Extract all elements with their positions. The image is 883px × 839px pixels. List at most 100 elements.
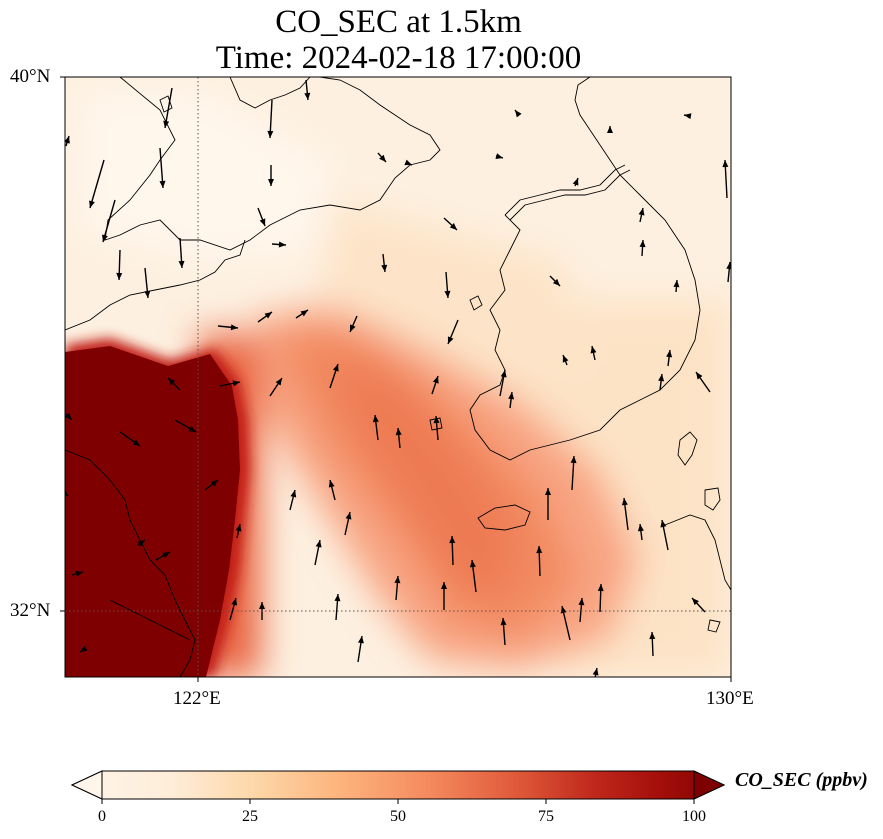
wind-arrow-head <box>637 524 644 532</box>
wind-arrow-head <box>210 480 218 487</box>
wind-arrow-head <box>684 113 692 120</box>
map-title-line2: Time: 2024-02-18 17:00:00 <box>215 40 582 76</box>
wind-arrow-head <box>696 372 703 380</box>
wind-arrow-head <box>300 310 308 317</box>
wind-arrow-head <box>660 520 667 528</box>
wind-arrow-head <box>328 480 335 488</box>
wind-arrow-head <box>290 490 297 498</box>
wind-arrow-head <box>372 415 379 423</box>
wind-arrow-head <box>188 425 196 432</box>
wind-arrow-head <box>350 324 356 332</box>
wind-arrow-head <box>578 598 585 606</box>
map-title-line1: CO_SEC at 1.5km <box>275 4 522 40</box>
wind-arrow-head <box>65 136 70 144</box>
wind-arrow-head <box>162 552 170 559</box>
wind-arrow-head <box>75 570 83 577</box>
lat-tick-label: 32°N <box>10 600 51 621</box>
wind-arrow-head <box>80 645 88 652</box>
wind-vectors <box>65 79 731 677</box>
wind-arrow-head <box>597 584 604 592</box>
wind-arrow-head <box>449 536 456 544</box>
wind-arrow-head <box>570 456 577 464</box>
colorbar-tick-label: 50 <box>390 808 406 825</box>
wind-arrow-head <box>357 636 364 644</box>
wind-arrow-head <box>666 350 673 358</box>
wind-arrow-head <box>447 336 454 344</box>
wind-arrow-head <box>89 200 95 208</box>
wind-arrow-head <box>144 290 151 298</box>
wind-arrow-head <box>649 632 656 640</box>
wind-arrow-head <box>332 364 339 372</box>
wind-arrow-head <box>137 540 145 547</box>
wind-arrow-head <box>65 412 72 420</box>
concentration-field <box>65 77 731 677</box>
wind-arrow-head <box>315 540 322 548</box>
wind-arrow <box>89 159 105 209</box>
wind-arrow-head <box>508 392 515 400</box>
gridlines <box>65 77 731 677</box>
wind-arrow-head <box>607 126 613 133</box>
wind-arrow-head <box>267 130 274 138</box>
colorbar-tick-label: 75 <box>538 808 554 825</box>
wind-arrow-head <box>441 582 447 589</box>
wind-arrow-head <box>536 546 543 554</box>
wind-arrow-head <box>433 416 440 424</box>
wind-arrow-head <box>444 290 451 298</box>
colorbar-label: CO_SEC (ppbv) <box>735 769 868 791</box>
lon-tick-label: 122°E <box>173 688 221 709</box>
wind-arrow-head <box>545 488 551 495</box>
map-frame <box>64 76 732 678</box>
wind-arrow-head <box>264 312 272 319</box>
wind-arrow-head <box>658 374 665 382</box>
wind-arrow-head <box>500 370 507 378</box>
wind-arrow-head <box>268 179 274 186</box>
colorbar-tick-label: 0 <box>98 808 106 825</box>
wind-arrow-head <box>304 92 311 100</box>
lat-tick-label: 40°N <box>10 66 51 87</box>
wind-arrow-head <box>432 376 439 384</box>
wind-arrow-head <box>621 498 628 506</box>
wind-arrow-head <box>495 153 503 159</box>
wind-arrow-head <box>449 223 457 230</box>
wind-arrow-head <box>163 120 170 128</box>
axis-ticks <box>60 76 732 682</box>
wind-arrow-head <box>116 272 123 280</box>
wind-arrow-head <box>345 512 352 520</box>
colorbar <box>70 770 726 804</box>
wind-arrow-head <box>259 602 265 609</box>
wind-arrow-head <box>259 218 266 226</box>
wind-arrow-head <box>592 668 599 676</box>
lon-tick-label: 130°E <box>706 688 754 709</box>
colorbar-tick-label: 25 <box>242 808 258 825</box>
wind-arrow-head <box>572 178 579 186</box>
wind-arrow-head <box>232 380 240 387</box>
coastlines <box>65 77 731 677</box>
wind-arrow-head <box>231 598 238 606</box>
wind-arrow-head <box>560 606 567 614</box>
colorbar-tick-label: 100 <box>682 808 706 825</box>
wind-arrow-head <box>381 264 388 272</box>
wind-arrow-head <box>334 594 341 602</box>
wind-arrow-head <box>379 154 386 162</box>
wind-arrow-head <box>562 355 569 363</box>
wind-arrow-head <box>515 110 522 118</box>
wind-arrow-head <box>639 240 646 248</box>
wind-arrow-head <box>673 280 680 288</box>
wind-arrow-head <box>638 208 645 216</box>
wind-arrow-head <box>692 598 699 606</box>
wind-arrow-head <box>278 241 286 248</box>
wind-arrow-head <box>500 618 507 626</box>
wind-arrow-head <box>230 324 238 331</box>
wind-arrow-head <box>159 180 166 188</box>
wind-arrow-head <box>132 439 140 446</box>
wind-arrow-head <box>469 560 476 568</box>
wind-arrow-head <box>235 524 242 532</box>
wind-arrow-head <box>552 278 560 286</box>
wind-arrow-head <box>395 428 402 436</box>
wind-arrow-head <box>65 488 68 496</box>
wind-arrow-head <box>722 160 729 168</box>
wind-arrow-head <box>275 378 282 386</box>
wind-arrow-head <box>726 262 731 270</box>
wind-arrow-head <box>102 234 108 242</box>
